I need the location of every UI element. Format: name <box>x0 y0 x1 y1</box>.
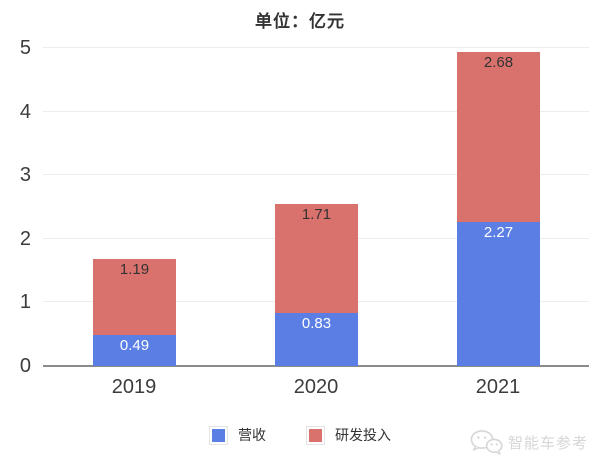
legend-label-revenue: 营收 <box>238 427 266 443</box>
legend-swatch-revenue <box>209 425 228 445</box>
y-tick-label: 3 <box>19 164 31 186</box>
bar-segment-营收-2019: 0.49 <box>93 335 176 366</box>
legend-item-revenue: 营收 <box>209 425 266 445</box>
legend-label-rnd: 研发投入 <box>335 427 391 443</box>
bar-segment-研发投入-2020: 1.71 <box>275 204 358 313</box>
bar-segment-研发投入-2021: 2.68 <box>457 52 540 222</box>
bar-segment-营收-2020: 0.83 <box>275 313 358 366</box>
legend-swatch-color-rnd <box>309 428 322 442</box>
legend-swatch-rnd <box>306 425 325 445</box>
bar-value-label: 1.19 <box>119 261 150 278</box>
legend-item-rnd: 研发投入 <box>306 425 391 445</box>
bar-value-label: 0.83 <box>301 315 332 332</box>
y-tick-label: 0 <box>19 355 31 377</box>
wechat-bubbles-icon <box>470 430 503 455</box>
gridline <box>43 47 589 48</box>
y-tick-label: 4 <box>19 101 31 123</box>
bar-value-label: 2.68 <box>483 54 514 71</box>
bar-segment-研发投入-2019: 1.19 <box>93 259 176 335</box>
bar-value-label: 2.27 <box>483 224 514 241</box>
legend: 营收 研发投入 <box>0 425 600 445</box>
x-tick-label: 2019 <box>111 376 157 398</box>
y-tick-label: 1 <box>19 291 31 313</box>
watermark: 智能车参考 <box>469 429 588 455</box>
gridline <box>43 111 589 112</box>
plot-area: 0.49 1.19 2019 0.83 1.71 2020 2.27 2.68 2021 <box>43 47 589 398</box>
legend-swatch-color-revenue <box>212 428 225 442</box>
bar-value-label: 0.49 <box>119 337 150 354</box>
y-tick-label: 2 <box>19 228 31 250</box>
chart-title: 单位：亿元 <box>255 12 345 31</box>
x-tick-label: 2020 <box>293 376 339 398</box>
x-axis-line <box>43 365 589 367</box>
y-axis: 0 1 2 3 4 5 <box>0 38 31 376</box>
y-tick-label: 5 <box>19 37 31 59</box>
bar-value-label: 1.71 <box>301 206 332 223</box>
watermark-text: 智能车参考 <box>507 434 588 452</box>
gridline <box>43 174 589 175</box>
bar-segment-营收-2021: 2.27 <box>457 222 540 366</box>
x-tick-label: 2021 <box>475 376 521 398</box>
